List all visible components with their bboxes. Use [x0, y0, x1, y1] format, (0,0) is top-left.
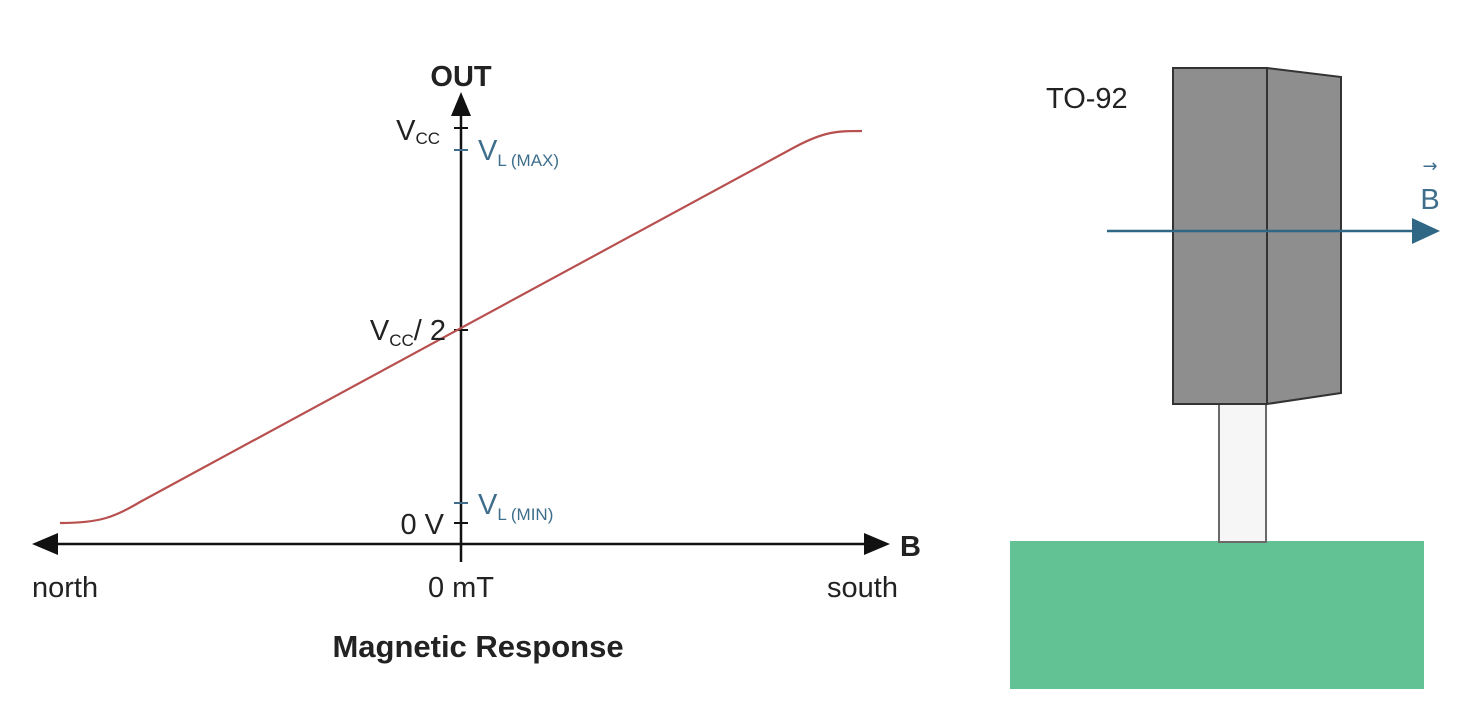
x-axis-right-arrowhead: [864, 533, 890, 555]
label-north: north: [32, 572, 98, 604]
y-axis-label: OUT: [430, 61, 492, 93]
label-vl-max: VL (MAX): [478, 135, 559, 170]
graph-title: Magnetic Response: [332, 629, 623, 664]
label-vcc: VCC: [396, 115, 440, 148]
y-axis-ticks: [454, 127, 468, 524]
label-zero-volts: 0 V: [400, 509, 444, 541]
magnetic-response-graph: OUT B VCC VL (MAX) VCC/ 2 VL (MIN) 0 V n…: [32, 61, 921, 664]
to92-package-illustration: TO-92 → B: [1010, 66, 1440, 689]
response-curve: [59, 129, 863, 525]
field-label: B: [1420, 184, 1439, 216]
package-label: TO-92: [1046, 83, 1128, 115]
field-vector-mark: →: [1422, 156, 1437, 177]
x-axis-left-arrowhead: [32, 533, 58, 555]
x-axis-label: B: [900, 531, 921, 563]
package-body-side: [1266, 66, 1342, 406]
label-zero-mt: 0 mT: [428, 572, 494, 604]
package-body-front: [1172, 67, 1268, 405]
label-south: south: [827, 572, 898, 604]
pcb-board: [1010, 541, 1424, 689]
label-vl-min: VL (MIN): [478, 489, 553, 524]
y-axis-arrowhead: [451, 92, 471, 116]
y-axis: [451, 92, 471, 562]
label-vcc-half: VCC/ 2: [370, 315, 446, 350]
magnetic-field-arrow: [1107, 218, 1440, 244]
package-lead: [1218, 401, 1267, 543]
